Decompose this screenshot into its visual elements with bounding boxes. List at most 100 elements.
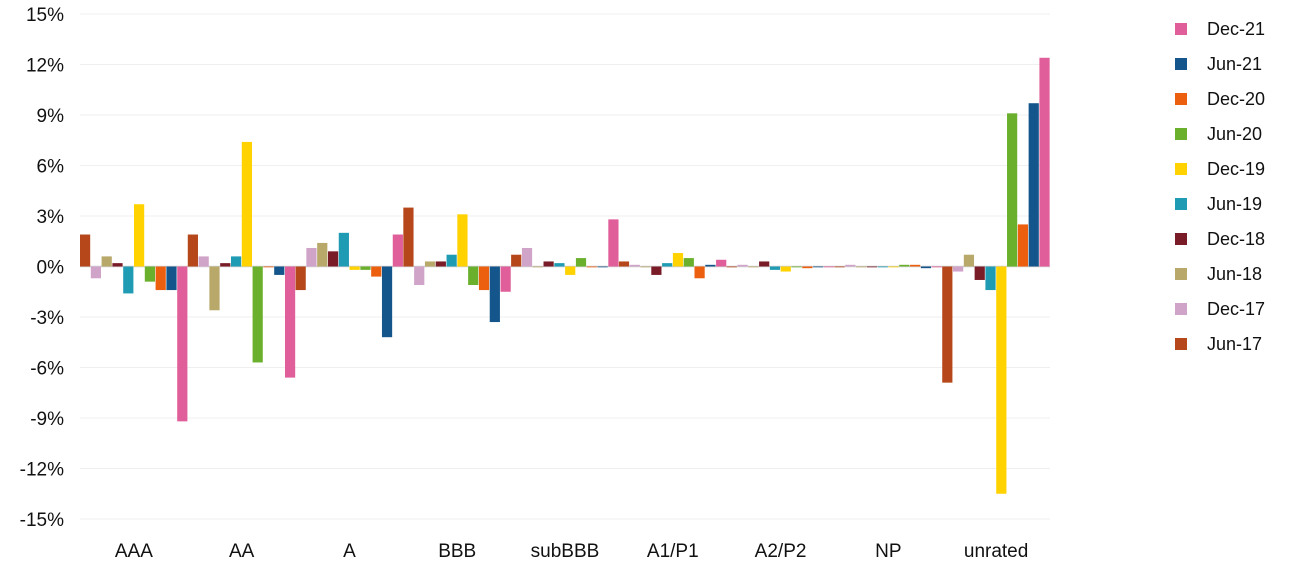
bar-dec-20-subbbb — [586, 266, 597, 268]
bar-dec-17-np — [845, 264, 856, 267]
bar-dec-20-a2-p2 — [802, 266, 813, 269]
bar-dec-21-bbb — [500, 266, 511, 292]
bar-dec-18-aaa — [112, 263, 123, 267]
bar-jun-18-aa — [209, 266, 220, 311]
bar-dec-19-a2-p2 — [780, 266, 791, 272]
y-tick-label: 3% — [37, 207, 65, 228]
legend: Dec-21 Jun-21 Dec-20 Jun-20 Dec-19 Jun-19 Dec-… — [1175, 19, 1265, 354]
legend-label: Dec-19 — [1207, 159, 1265, 179]
legend-label: Dec-18 — [1207, 229, 1265, 249]
bar-jun-20-a1-p1 — [683, 258, 694, 267]
y-tick-label: -3% — [30, 308, 64, 329]
bar-dec-18-a1-p1 — [651, 266, 662, 275]
bar-jun-20-np — [899, 264, 910, 267]
bar-jun-19-bbb — [446, 254, 457, 267]
legend-swatch — [1175, 23, 1187, 35]
bar-jun-19-aa — [230, 256, 242, 267]
bar-jun-17-np — [834, 266, 845, 268]
bar-dec-20-np — [910, 264, 921, 267]
bar-jun-20-subbbb — [575, 258, 587, 267]
bar-jun-17-a — [295, 266, 306, 291]
x-tick-label: NP — [875, 541, 901, 562]
bar-dec-21-np — [931, 266, 942, 268]
bar-jun-18-unrated — [963, 254, 975, 267]
legend-label: Dec-21 — [1207, 19, 1265, 39]
bar-jun-18-np — [856, 266, 867, 268]
bar-dec-19-np — [888, 266, 899, 268]
bar-jun-20-bbb — [468, 266, 479, 286]
bar-dec-17-bbb — [414, 266, 425, 286]
legend-swatch — [1175, 338, 1187, 350]
bar-dec-21-a — [392, 234, 403, 267]
bar-dec-20-aaa — [155, 266, 166, 291]
x-tick-label: unrated — [964, 541, 1028, 562]
bar-dec-20-a1-p1 — [694, 266, 705, 279]
x-tick-label: AAA — [115, 541, 153, 562]
bar-jun-17-aa — [187, 234, 198, 267]
x-tick-label: A1/P1 — [647, 541, 699, 562]
bar-jun-18-a1-p1 — [640, 266, 651, 268]
y-tick-label: -12% — [20, 460, 64, 481]
bar-dec-20-unrated — [1017, 224, 1029, 267]
bar-jun-17-unrated — [942, 266, 953, 383]
bar-dec-17-aa — [198, 256, 209, 267]
legend-swatch — [1175, 58, 1187, 70]
legend-label: Jun-18 — [1207, 264, 1262, 284]
x-tick-label: A — [343, 541, 356, 562]
gridlines — [80, 13, 1050, 520]
bar-dec-17-aaa — [90, 266, 101, 279]
bar-jun-18-subbbb — [532, 266, 543, 268]
bar-dec-21-aa — [284, 266, 296, 378]
legend-swatch — [1175, 93, 1187, 105]
bar-jun-19-np — [877, 266, 888, 268]
bar-dec-17-a1-p1 — [629, 264, 640, 267]
bar-dec-18-np — [866, 266, 878, 268]
bar-dec-20-aa — [263, 266, 274, 268]
bar-dec-18-unrated — [974, 266, 985, 280]
bar-jun-21-a1-p1 — [705, 264, 716, 267]
bar-jun-18-a — [317, 242, 328, 267]
x-tick-label: AA — [229, 541, 255, 562]
legend-label: Dec-20 — [1207, 89, 1265, 109]
bar-dec-19-aa — [241, 141, 252, 267]
bar-dec-18-a — [327, 251, 339, 267]
bar-dec-18-aa — [220, 263, 231, 267]
bar-dec-19-unrated — [996, 266, 1007, 494]
x-tick-label: A2/P2 — [755, 541, 807, 562]
legend-label: Dec-17 — [1207, 299, 1265, 319]
bar-jun-21-a — [381, 266, 393, 338]
bar-dec-19-a — [349, 266, 360, 270]
bar-jun-17-bbb — [403, 207, 414, 267]
bar-jun-21-subbbb — [597, 266, 608, 268]
bar-dec-17-a — [306, 247, 317, 267]
bar-jun-18-aaa — [101, 256, 112, 267]
bar-jun-17-subbbb — [511, 254, 522, 267]
legend-label: Jun-17 — [1207, 334, 1262, 354]
bar-dec-20-bbb — [478, 266, 490, 291]
bar-jun-19-a2-p2 — [769, 266, 781, 270]
bar-jun-21-aaa — [166, 266, 177, 291]
x-tick-label: BBB — [438, 541, 476, 562]
legend-swatch — [1175, 128, 1187, 140]
y-tick-label: 6% — [37, 157, 65, 178]
bar-dec-18-bbb — [435, 261, 446, 267]
bar-dec-19-subbbb — [565, 266, 576, 275]
bar-dec-18-subbbb — [543, 261, 554, 267]
y-tick-label: -15% — [20, 510, 64, 531]
bar-jun-21-np — [920, 266, 932, 269]
bar-jun-20-aaa — [144, 266, 155, 282]
bar-jun-18-a2-p2 — [748, 266, 759, 268]
legend-swatch — [1175, 198, 1187, 210]
bar-dec-21-subbbb — [608, 219, 619, 267]
y-tick-label: -6% — [30, 359, 64, 380]
bar-jun-17-aaa — [80, 234, 91, 267]
legend-swatch — [1175, 163, 1187, 175]
bar-jun-19-a — [338, 232, 349, 267]
y-tick-label: -9% — [30, 409, 64, 430]
bars — [80, 57, 1050, 494]
x-axis-tick-labels: AAA AA A BBB subBBB A1/P1 A2/P2 NP unrated — [115, 541, 1028, 562]
bar-dec-21-a2-p2 — [823, 266, 835, 268]
bar-jun-21-a2-p2 — [813, 266, 824, 268]
y-axis-tick-labels: 15% 12% 9% 6% 3% 0% -3% -6% -9% -12% -15% — [20, 5, 64, 531]
